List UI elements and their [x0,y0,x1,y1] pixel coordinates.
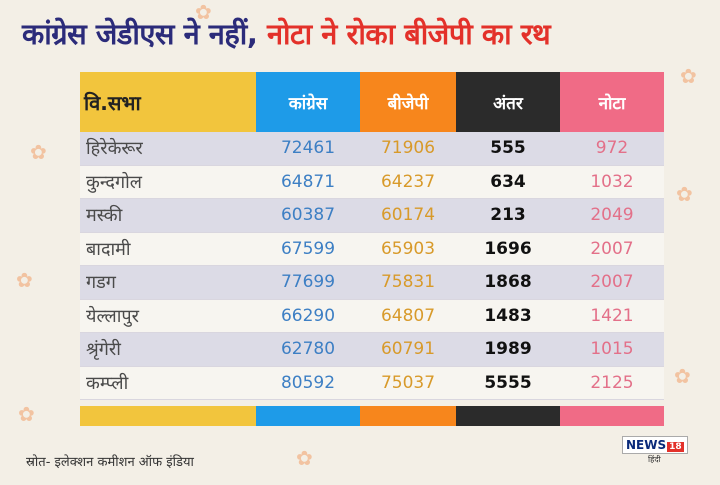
lotus-decoration-icon: ✿ [676,182,693,206]
cell-margin: 5555 [484,372,532,393]
cell-nota: 1015 [590,339,634,360]
lotus-decoration-icon: ✿ [674,364,691,388]
logo-text: NEWS [626,438,667,452]
table-row: गडग 77699 75831 1868 2007 [80,266,664,300]
cell-congress: 66290 [280,305,336,326]
header-margin: अंतर [456,72,560,132]
cell-margin: 634 [490,171,526,192]
cell-constituency: कुन्दगोल [86,171,142,193]
cell-bjp: 71906 [380,138,436,159]
cell-nota: 2125 [590,372,634,393]
lotus-decoration-icon: ✿ [16,268,33,292]
cell-constituency: कम्प्ली [86,372,129,394]
cell-bjp: 60174 [380,205,436,226]
cell-bjp: 64237 [380,171,436,192]
cell-nota: 2007 [590,272,634,293]
source-credit: स्रोत- इलेक्शन कमीशन ऑफ इंडिया [26,455,194,470]
results-table: वि.सभा कांग्रेस बीजेपी अंतर नोटा हिरेकेर… [80,72,664,426]
footer-swatch-congress [256,406,360,426]
table-row: कम्प्ली 80592 75037 5555 2125 [80,366,664,400]
header-constituency: वि.सभा [80,72,256,132]
lotus-decoration-icon: ✿ [30,140,47,164]
news18-logo: NEWS 18 [622,436,688,454]
cell-nota: 2049 [590,205,634,226]
logo-subtitle: हिंदी [648,455,661,464]
footer-swatch-constituency [80,406,256,426]
cell-constituency: गडग [86,272,116,294]
headline-part-2: नोटा ने रोका बीजेपी का रथ [266,17,551,51]
color-footer-bar [80,406,664,426]
cell-nota: 2007 [590,238,634,259]
lotus-decoration-icon: ✿ [680,64,697,88]
logo-number: 18 [667,442,684,452]
cell-congress: 72461 [280,138,336,159]
cell-congress: 64871 [280,171,336,192]
header-nota: नोटा [560,72,664,132]
table-row: कुन्दगोल 64871 64237 634 1032 [80,165,664,199]
cell-bjp: 75037 [380,372,436,393]
cell-bjp: 75831 [380,272,436,293]
lotus-decoration-icon: ✿ [18,402,35,426]
cell-nota: 1421 [590,305,634,326]
headline-part-1: कांग्रेस जेडीएस ने नहीं, [22,17,258,51]
header-congress: कांग्रेस [256,72,360,132]
cell-congress: 67599 [280,238,336,259]
lotus-decoration-icon: ✿ [195,0,212,24]
cell-constituency: येल्लापुर [86,305,140,327]
table-row: बादामी 67599 65903 1696 2007 [80,232,664,266]
cell-margin: 1483 [484,305,532,326]
cell-nota: 1032 [590,171,634,192]
footer-swatch-nota [560,406,664,426]
cell-bjp: 64807 [380,305,436,326]
cell-bjp: 60791 [380,339,436,360]
table-row: श्रृंगेरी 62780 60791 1989 1015 [80,333,664,367]
cell-constituency: बादामी [86,238,131,260]
table-body: हिरेकेरूर 72461 71906 555 972 कुन्दगोल 6… [80,132,664,400]
cell-margin: 1696 [484,238,532,259]
cell-margin: 213 [490,205,526,226]
table-header-row: वि.सभा कांग्रेस बीजेपी अंतर नोटा [80,72,664,132]
cell-congress: 80592 [280,372,336,393]
cell-constituency: हिरेकेरूर [86,138,143,160]
headline: कांग्रेस जेडीएस ने नहीं, नोटा ने रोका बी… [22,14,702,62]
lotus-decoration-icon: ✿ [296,446,313,470]
table-row: हिरेकेरूर 72461 71906 555 972 [80,132,664,166]
cell-margin: 1989 [484,339,532,360]
table-row: येल्लापुर 66290 64807 1483 1421 [80,299,664,333]
cell-bjp: 65903 [380,238,436,259]
cell-nota: 972 [595,138,629,159]
table-row: मस्की 60387 60174 213 2049 [80,199,664,233]
cell-margin: 555 [490,138,526,159]
footer-swatch-margin [456,406,560,426]
cell-margin: 1868 [484,272,532,293]
cell-congress: 62780 [280,339,336,360]
cell-constituency: श्रृंगेरी [86,339,121,361]
cell-congress: 60387 [280,205,336,226]
footer-swatch-bjp [360,406,456,426]
header-bjp: बीजेपी [360,72,456,132]
cell-constituency: मस्की [86,205,123,227]
cell-congress: 77699 [280,272,336,293]
